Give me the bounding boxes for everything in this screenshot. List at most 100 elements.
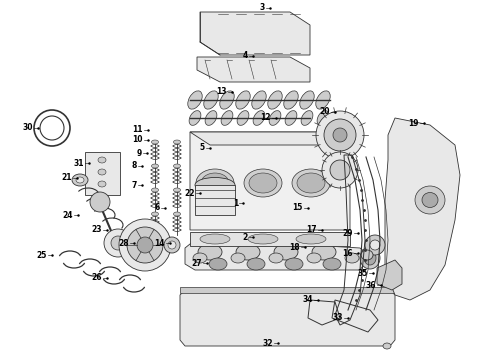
Text: 12: 12: [261, 113, 271, 122]
Ellipse shape: [151, 164, 158, 168]
Text: 6: 6: [155, 203, 160, 212]
Bar: [195, 185, 235, 215]
Ellipse shape: [205, 111, 217, 125]
Ellipse shape: [361, 250, 373, 260]
Ellipse shape: [252, 91, 266, 109]
Circle shape: [119, 219, 171, 271]
Ellipse shape: [188, 91, 202, 109]
Ellipse shape: [201, 173, 229, 193]
Text: 16: 16: [343, 248, 353, 257]
Ellipse shape: [76, 177, 84, 183]
Text: 5: 5: [200, 144, 205, 153]
Text: 11: 11: [132, 126, 143, 135]
Polygon shape: [385, 118, 460, 300]
Circle shape: [104, 229, 132, 257]
Text: 14: 14: [154, 238, 165, 248]
Ellipse shape: [72, 174, 88, 186]
Ellipse shape: [285, 258, 303, 270]
Ellipse shape: [360, 247, 380, 269]
Text: 34: 34: [302, 296, 313, 305]
Ellipse shape: [296, 234, 326, 244]
Ellipse shape: [323, 258, 341, 270]
Ellipse shape: [98, 169, 106, 175]
Polygon shape: [190, 132, 350, 230]
Ellipse shape: [292, 169, 330, 197]
Ellipse shape: [221, 111, 233, 125]
Circle shape: [137, 237, 153, 253]
Ellipse shape: [268, 91, 282, 109]
Text: 32: 32: [263, 338, 273, 347]
Ellipse shape: [98, 157, 106, 163]
Text: 28: 28: [119, 238, 129, 248]
Text: 21: 21: [62, 174, 72, 183]
Text: 23: 23: [92, 225, 102, 234]
Circle shape: [322, 152, 358, 188]
Ellipse shape: [284, 91, 298, 109]
Ellipse shape: [297, 173, 325, 193]
Ellipse shape: [285, 111, 297, 125]
Ellipse shape: [317, 111, 329, 125]
Text: 29: 29: [343, 229, 353, 238]
Ellipse shape: [173, 164, 180, 168]
Ellipse shape: [173, 140, 180, 144]
Text: 19: 19: [409, 118, 419, 127]
Ellipse shape: [364, 251, 376, 265]
Ellipse shape: [415, 186, 445, 214]
Text: 13: 13: [217, 87, 227, 96]
Polygon shape: [197, 57, 310, 82]
Circle shape: [168, 241, 176, 249]
Circle shape: [111, 236, 125, 250]
Text: 9: 9: [137, 148, 142, 158]
Circle shape: [164, 237, 180, 253]
Text: 1: 1: [233, 198, 238, 207]
Ellipse shape: [151, 212, 158, 216]
Bar: [180, 287, 395, 293]
Ellipse shape: [196, 169, 234, 197]
Ellipse shape: [220, 91, 234, 109]
Text: 7: 7: [132, 180, 137, 189]
Ellipse shape: [237, 111, 249, 125]
Circle shape: [330, 160, 350, 180]
Ellipse shape: [316, 91, 330, 109]
Text: 26: 26: [92, 274, 102, 283]
Ellipse shape: [236, 91, 250, 109]
Ellipse shape: [312, 244, 336, 260]
Ellipse shape: [151, 188, 158, 192]
Polygon shape: [200, 12, 310, 55]
Ellipse shape: [198, 244, 222, 260]
Ellipse shape: [173, 212, 180, 216]
Ellipse shape: [253, 111, 265, 125]
Ellipse shape: [301, 111, 313, 125]
Ellipse shape: [173, 188, 180, 192]
Text: 3: 3: [260, 4, 265, 13]
Circle shape: [316, 111, 364, 159]
Text: 17: 17: [306, 225, 317, 234]
Circle shape: [333, 128, 347, 142]
Ellipse shape: [151, 140, 158, 144]
Ellipse shape: [269, 253, 283, 263]
Text: 36: 36: [366, 280, 376, 289]
Text: 31: 31: [74, 158, 84, 167]
Ellipse shape: [269, 111, 281, 125]
Polygon shape: [377, 260, 402, 290]
Text: 18: 18: [290, 243, 300, 252]
Polygon shape: [180, 290, 395, 346]
Text: 27: 27: [192, 258, 202, 267]
Ellipse shape: [422, 193, 438, 207]
Ellipse shape: [248, 234, 278, 244]
Text: 33: 33: [333, 314, 343, 323]
Ellipse shape: [300, 91, 314, 109]
Text: 4: 4: [243, 51, 248, 60]
Ellipse shape: [189, 111, 201, 125]
Ellipse shape: [249, 173, 277, 193]
Text: 22: 22: [185, 189, 195, 198]
Ellipse shape: [231, 253, 245, 263]
Polygon shape: [85, 152, 120, 195]
Text: 15: 15: [293, 203, 303, 212]
Text: 25: 25: [37, 251, 47, 260]
Ellipse shape: [204, 91, 218, 109]
Circle shape: [365, 235, 385, 255]
Ellipse shape: [247, 258, 265, 270]
Polygon shape: [190, 132, 350, 145]
Circle shape: [127, 227, 163, 263]
